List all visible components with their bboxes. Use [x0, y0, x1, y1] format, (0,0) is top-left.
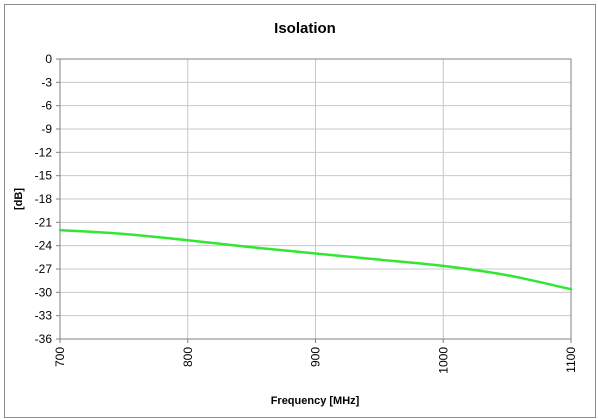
- x-tick-label: 900: [309, 347, 323, 367]
- y-tick-label: -27: [35, 262, 53, 276]
- y-tick-label: -30: [35, 285, 53, 299]
- chart-title: Isolation: [274, 20, 336, 37]
- x-tick-label: 1100: [564, 347, 578, 373]
- y-tick-label: -33: [35, 309, 53, 323]
- y-tick-label: -36: [35, 332, 53, 346]
- y-tick-label: -6: [41, 99, 52, 113]
- x-tick-label: 700: [53, 347, 67, 367]
- y-tick-label: -15: [35, 169, 53, 183]
- y-tick-label: -12: [35, 145, 53, 159]
- y-tick-label: -3: [41, 75, 52, 89]
- chart-frame: [4, 4, 596, 418]
- x-axis-label: Frequency [MHz]: [271, 395, 360, 407]
- y-tick-label: -9: [41, 122, 52, 136]
- grid-lines: [59, 58, 572, 340]
- series-layer: [58, 228, 573, 291]
- y-tick-label: 0: [45, 52, 52, 66]
- x-tick-label: 800: [181, 347, 195, 367]
- x-tick-label: 1000: [436, 347, 450, 374]
- x-axis-ticks: 700 800 900 1000 1100: [53, 339, 578, 374]
- series-line-isolation: [58, 228, 573, 291]
- y-axis-ticks: 0 -3 -6 -9 -12 -15 -18 -21 -24 -27 -30 -33 -36: [35, 52, 60, 346]
- y-tick-label: -24: [35, 239, 53, 253]
- y-tick-label: -18: [35, 192, 53, 206]
- y-axis-label: [dB]: [13, 188, 25, 210]
- y-tick-label: -21: [35, 215, 53, 229]
